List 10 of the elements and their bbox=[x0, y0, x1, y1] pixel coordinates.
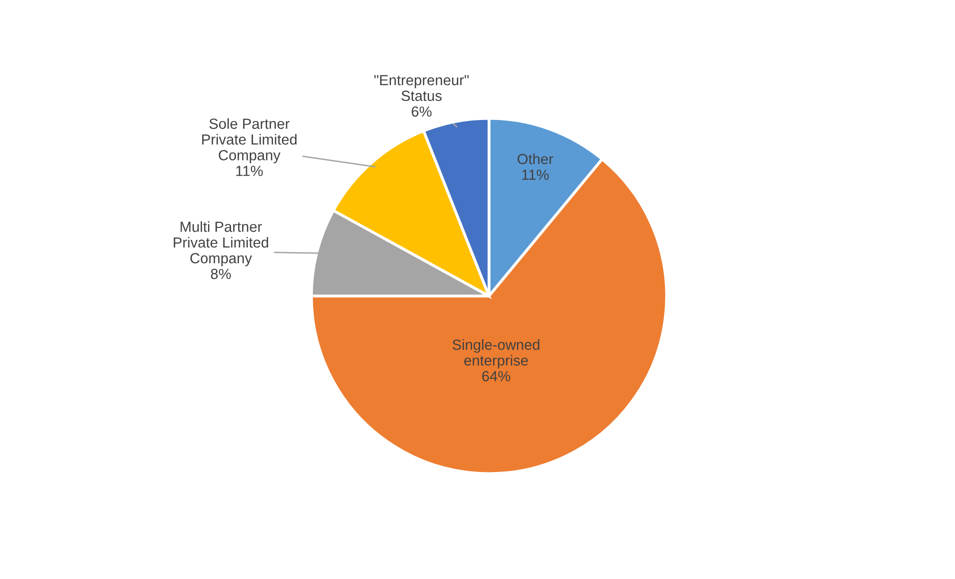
slice-label: "Entrepreneur" Status bbox=[374, 75, 469, 102]
data-label: 8% bbox=[210, 268, 231, 280]
slice-label: Single-owned enterprise bbox=[452, 339, 540, 369]
data-label: 64% bbox=[482, 371, 510, 382]
data-label: 6% bbox=[412, 106, 432, 117]
data-label: 11% bbox=[522, 170, 549, 180]
slice-label: Other bbox=[518, 153, 554, 164]
slice-label: Multi Partner Private Limited Company bbox=[174, 221, 268, 266]
slice-label: Sole Partner Private Limited Company bbox=[202, 118, 297, 164]
data-label: 11% bbox=[236, 166, 263, 176]
